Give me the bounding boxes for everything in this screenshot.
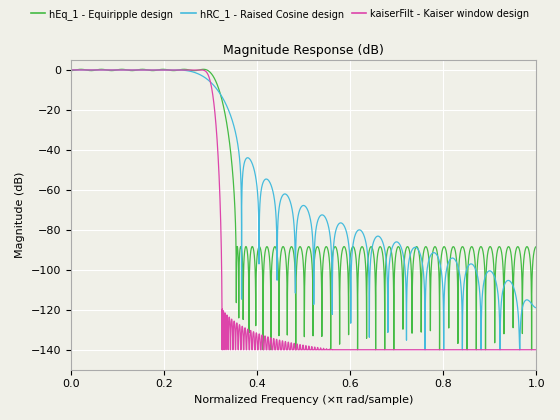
hEq_1 - Equiripple design — [315, 245, 322, 250]
hEq_1 - Equiripple design — [67, 68, 74, 73]
hEq_1 - Equiripple design — [465, 259, 472, 264]
hEq_1 - Equiripple design — [404, 244, 410, 249]
kaiserFilt - Kaiser window design — [315, 347, 322, 352]
hRC_1 - Raised Cosine design — [533, 305, 539, 310]
kaiserFilt - Kaiser window design — [67, 68, 74, 73]
kaiserFilt - Kaiser window design — [465, 347, 472, 352]
kaiserFilt - Kaiser window design — [261, 336, 268, 341]
hRC_1 - Raised Cosine design — [67, 68, 74, 73]
kaiserFilt - Kaiser window design — [207, 79, 214, 84]
hRC_1 - Raised Cosine design — [207, 79, 214, 84]
kaiserFilt - Kaiser window design — [257, 347, 264, 352]
X-axis label: Normalized Frequency (×π rad/sample): Normalized Frequency (×π rad/sample) — [194, 395, 413, 405]
hRC_1 - Raised Cosine design — [315, 217, 321, 222]
hEq_1 - Equiripple design — [533, 244, 539, 249]
hEq_1 - Equiripple design — [260, 347, 267, 352]
hRC_1 - Raised Cosine design — [403, 291, 410, 296]
hEq_1 - Equiripple design — [118, 67, 125, 72]
Legend: hEq_1 - Equiripple design, hRC_1 - Raised Cosine design, kaiserFilt - Kaiser win: hEq_1 - Equiripple design, hRC_1 - Raise… — [27, 5, 533, 24]
Line: hRC_1 - Raised Cosine design: hRC_1 - Raised Cosine design — [71, 70, 536, 350]
kaiserFilt - Kaiser window design — [195, 68, 202, 73]
hRC_1 - Raised Cosine design — [422, 347, 428, 352]
kaiserFilt - Kaiser window design — [533, 347, 539, 352]
hRC_1 - Raised Cosine design — [261, 177, 268, 182]
Y-axis label: Magnitude (dB): Magnitude (dB) — [15, 172, 25, 258]
kaiserFilt - Kaiser window design — [404, 347, 410, 352]
hRC_1 - Raised Cosine design — [257, 193, 264, 198]
hRC_1 - Raised Cosine design — [170, 67, 176, 72]
hRC_1 - Raised Cosine design — [465, 263, 472, 268]
Line: hEq_1 - Equiripple design: hEq_1 - Equiripple design — [71, 69, 536, 350]
kaiserFilt - Kaiser window design — [219, 347, 226, 352]
hEq_1 - Equiripple design — [257, 247, 264, 252]
hEq_1 - Equiripple design — [207, 70, 214, 75]
hEq_1 - Equiripple design — [261, 254, 268, 259]
Title: Magnitude Response (dB): Magnitude Response (dB) — [223, 45, 384, 58]
Line: kaiserFilt - Kaiser window design: kaiserFilt - Kaiser window design — [71, 70, 536, 350]
